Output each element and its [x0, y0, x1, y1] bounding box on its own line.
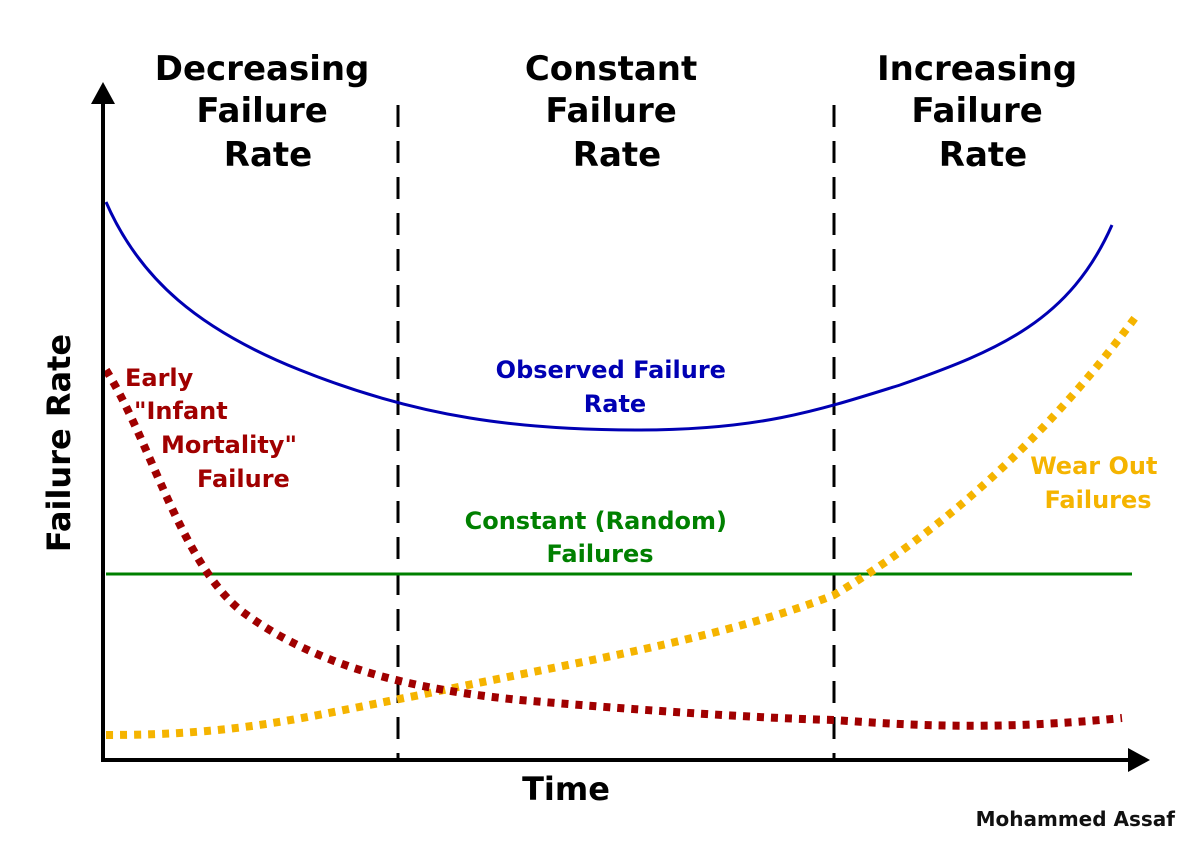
infant-mortality-label: Early "Infant Mortality" Failure [125, 364, 305, 493]
constant-failures-label-line-1: Constant (Random) [465, 507, 727, 535]
region-title-constant: Constant Failure Rate [525, 49, 709, 175]
region-title-constant-line-3: Rate [573, 135, 661, 175]
wear-out-label-line-1: Wear Out [1030, 452, 1157, 480]
x-axis-label: Time [522, 770, 610, 808]
y-axis-arrowhead [91, 82, 115, 104]
region-title-decreasing-line-1: Decreasing [155, 49, 370, 89]
observed-failure-label: Observed Failure Rate [496, 356, 735, 418]
observed-failure-curve [104, 201, 1114, 432]
region-title-constant-line-1: Constant [525, 49, 697, 89]
region-title-decreasing-line-2: Failure [196, 91, 328, 131]
region-title-constant-line-2: Failure [545, 91, 677, 131]
region-title-increasing-line-1: Increasing [877, 49, 1077, 89]
region-title-increasing-line-3: Rate [939, 135, 1027, 175]
wear-out-label-line-2: Failures [1044, 486, 1151, 514]
region-title-increasing-line-2: Failure [911, 91, 1043, 131]
wear-out-failures-curve [105, 312, 1141, 739]
region-title-decreasing-line-3: Rate [224, 135, 312, 175]
region-title-decreasing: Decreasing Failure Rate [155, 49, 382, 175]
constant-failures-label: Constant (Random) Failures [465, 507, 736, 568]
infant-mortality-label-line-2: "Infant [134, 397, 228, 425]
region-title-increasing: Increasing Failure Rate [877, 49, 1089, 175]
observed-failure-label-line-1: Observed Failure [496, 356, 726, 384]
infant-mortality-label-line-4: Failure [197, 465, 290, 493]
infant-mortality-label-line-1: Early [125, 364, 194, 392]
observed-failure-label-line-2: Rate [584, 390, 646, 418]
infant-mortality-curve [102, 367, 1123, 730]
wear-out-label: Wear Out Failures [1030, 452, 1166, 514]
x-axis-arrowhead [1128, 748, 1150, 772]
y-axis-label: Failure Rate [40, 334, 78, 552]
author-credit: Mohammed Assaf [976, 807, 1176, 831]
constant-failures-label-line-2: Failures [546, 540, 653, 568]
infant-mortality-label-line-3: Mortality" [161, 431, 297, 459]
